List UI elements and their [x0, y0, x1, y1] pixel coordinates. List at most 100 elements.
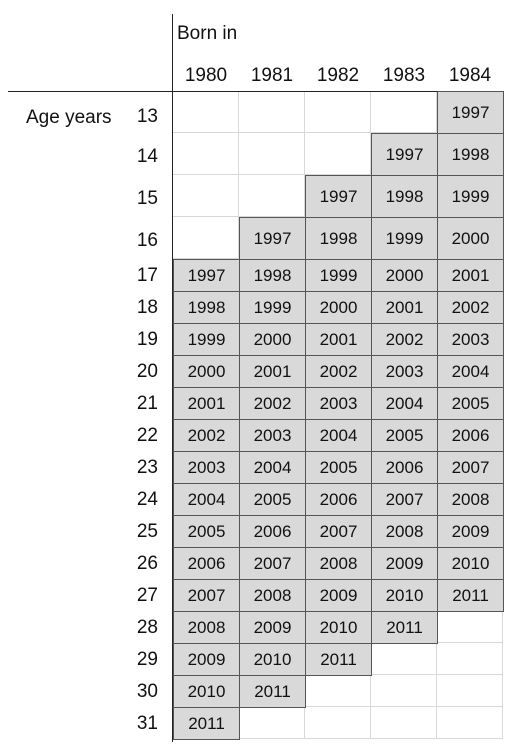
year-cell: 2010 [437, 547, 504, 580]
age-row-label: 31 [136, 713, 158, 734]
birth-year-header: 1983 [382, 65, 426, 86]
age-row-label: 30 [136, 681, 158, 702]
age-row-label: 29 [136, 649, 158, 670]
year-cell: 2001 [371, 291, 438, 324]
year-cell: 2003 [239, 419, 306, 452]
age-row-label: 24 [136, 489, 158, 510]
year-cell: 2000 [239, 323, 306, 356]
header-divider-vertical [172, 14, 173, 742]
year-cell: 1999 [437, 175, 504, 218]
year-cell: 2002 [173, 419, 240, 452]
age-row-label: 26 [136, 553, 158, 574]
year-cell: 2010 [173, 675, 240, 708]
year-cell: 2000 [305, 291, 372, 324]
year-cell: 1999 [239, 291, 306, 324]
year-cell: 1998 [173, 291, 240, 324]
age-row-label: 15 [136, 188, 158, 209]
year-cell: 2002 [371, 323, 438, 356]
age-years-label: Age years [26, 107, 112, 128]
born-in-label: Born in [177, 23, 238, 44]
year-cell: 2003 [173, 451, 240, 484]
year-cell: 2005 [305, 451, 372, 484]
year-cell: 1997 [371, 133, 438, 176]
year-cell: 2006 [239, 515, 306, 548]
year-cell: 1997 [173, 259, 240, 292]
year-cell: 2005 [437, 387, 504, 420]
age-row-label: 23 [136, 457, 158, 478]
age-row-label: 17 [136, 265, 158, 286]
year-cell: 2009 [239, 611, 306, 644]
year-cell: 2010 [305, 611, 372, 644]
year-cell: 2003 [437, 323, 504, 356]
age-row-label: 13 [136, 106, 158, 127]
year-cell: 2004 [239, 451, 306, 484]
year-cell: 2007 [437, 451, 504, 484]
year-cell: 2006 [371, 451, 438, 484]
year-cell: 2004 [371, 387, 438, 420]
year-cell: 1999 [371, 217, 438, 260]
birth-year-header: 1982 [316, 65, 360, 86]
gridline-horizontal [173, 706, 503, 707]
header-divider-horizontal [8, 91, 503, 92]
year-cell: 2001 [305, 323, 372, 356]
age-row-label: 27 [136, 585, 158, 606]
gridline-horizontal [173, 132, 503, 133]
year-cell: 2006 [437, 419, 504, 452]
year-cell: 2005 [239, 483, 306, 516]
year-cell: 2008 [239, 579, 306, 612]
year-cell: 2002 [239, 387, 306, 420]
year-cell: 2000 [371, 259, 438, 292]
year-cell: 2007 [305, 515, 372, 548]
year-cell: 2007 [239, 547, 306, 580]
age-row-label: 25 [136, 521, 158, 542]
year-cell: 2006 [305, 483, 372, 516]
year-cell: 2003 [371, 355, 438, 388]
year-cell: 2011 [173, 707, 240, 740]
age-row-label: 28 [136, 617, 158, 638]
year-cell: 1997 [305, 175, 372, 218]
year-cell: 1998 [239, 259, 306, 292]
year-cell: 2002 [305, 355, 372, 388]
year-cell: 2008 [371, 515, 438, 548]
year-cell: 2001 [173, 387, 240, 420]
year-cell: 1997 [239, 217, 306, 260]
year-cell: 2010 [371, 579, 438, 612]
year-cell: 2004 [437, 355, 504, 388]
year-cell: 2011 [239, 675, 306, 708]
year-cell: 2010 [239, 643, 306, 676]
year-cell: 2011 [371, 611, 438, 644]
age-row-label: 22 [136, 425, 158, 446]
year-cell: 1997 [437, 91, 504, 134]
year-cell: 2002 [437, 291, 504, 324]
year-cell: 2009 [371, 547, 438, 580]
year-cell: 2009 [437, 515, 504, 548]
year-cell: 1999 [173, 323, 240, 356]
year-cell: 1998 [305, 217, 372, 260]
age-row-label: 19 [136, 329, 158, 350]
year-cell: 1998 [371, 175, 438, 218]
year-cell: 1999 [305, 259, 372, 292]
birth-year-header: 1984 [448, 65, 492, 86]
age-row-label: 14 [136, 146, 158, 167]
year-cell: 2011 [305, 643, 372, 676]
year-cell: 2004 [305, 419, 372, 452]
year-cell: 2008 [437, 483, 504, 516]
year-cell: 2003 [305, 387, 372, 420]
year-cell: 2000 [437, 217, 504, 260]
year-cell: 2006 [173, 547, 240, 580]
age-row-label: 16 [136, 230, 158, 251]
year-cell: 2005 [173, 515, 240, 548]
birth-year-header: 1981 [250, 65, 294, 86]
year-cell: 2009 [173, 643, 240, 676]
year-cell: 2005 [371, 419, 438, 452]
year-cell: 2004 [173, 483, 240, 516]
year-cell: 2001 [437, 259, 504, 292]
year-cell: 2001 [239, 355, 306, 388]
age-row-label: 21 [136, 393, 158, 414]
age-row-label: 18 [136, 297, 158, 318]
year-cell: 2009 [305, 579, 372, 612]
year-cell: 2007 [173, 579, 240, 612]
year-cell: 2008 [305, 547, 372, 580]
year-cell: 1998 [437, 133, 504, 176]
gridline-horizontal [173, 738, 503, 739]
